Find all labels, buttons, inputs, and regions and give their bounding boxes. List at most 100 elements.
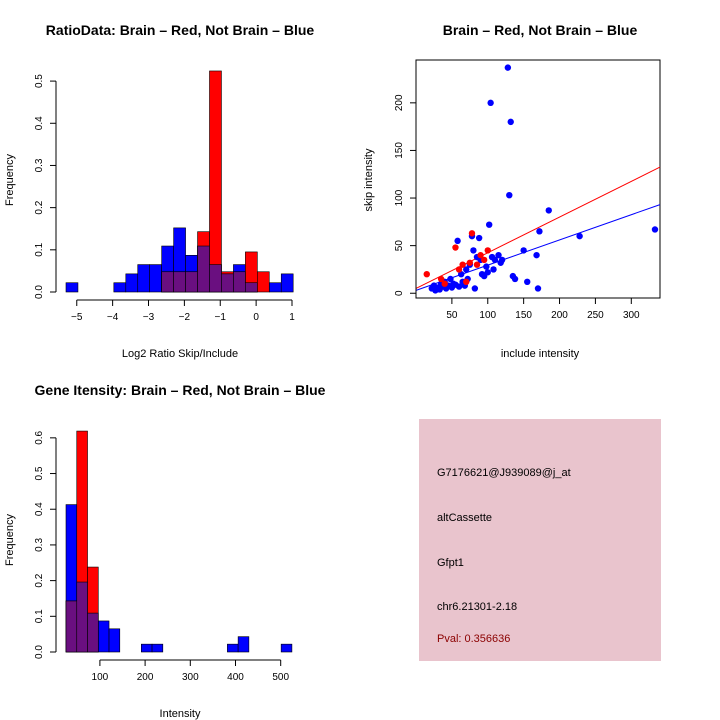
scatter-point-red: [459, 261, 466, 268]
scatter-point-blue: [533, 251, 540, 259]
ratio-histogram-x-tick-label: 1: [289, 312, 295, 323]
scatter-point-blue: [495, 251, 502, 259]
intensity-histogram-x-tick-label: 200: [137, 672, 154, 683]
intensity-histogram-y-tick-label: 0.5: [34, 466, 45, 480]
intensity-histogram-bar-overlap: [65, 600, 78, 653]
ratio-histogram-x-tick-label: −3: [143, 312, 155, 323]
gene-name: Gfpt1: [437, 557, 464, 569]
scatter-point-blue: [536, 228, 543, 235]
intensity-histogram-bar-not-brain: [108, 628, 121, 653]
ratio-histogram-bar-overlap: [173, 271, 186, 293]
scatter-point-blue: [498, 256, 506, 264]
ratio-histogram-bar-overlap: [161, 271, 174, 293]
scatter-plot-box: [415, 59, 661, 299]
scatter-point-red: [423, 271, 430, 278]
scatter-title: Brain – Red, Not Brain – Blue: [443, 22, 638, 38]
ratio-histogram-bar-brain: [257, 271, 270, 293]
genomic-location: chr6.21301-2.18: [437, 601, 517, 613]
intensity-histogram-bar-overlap: [87, 612, 99, 653]
ratio-histogram-bar-not-brain: [125, 273, 139, 293]
scatter-point-red: [468, 230, 476, 237]
intensity-histogram-bar-not-brain: [280, 643, 293, 653]
scatter-point-blue: [475, 234, 483, 242]
ratio-histogram-bar-overlap: [221, 273, 234, 293]
fit-line-red: [415, 166, 661, 289]
scatter-point-red: [452, 244, 459, 251]
intensity-histogram-bar-not-brain: [141, 643, 153, 653]
scatter-y-tick-label: 50: [394, 240, 405, 252]
ratio-histogram-bar-not-brain: [280, 273, 294, 293]
scatter-x-tick-label: 250: [587, 310, 604, 321]
scatter-point-blue: [651, 226, 659, 233]
scatter-y-tick-label: 100: [394, 189, 405, 206]
ratio-histogram-axes: −5 −4 −3 −2 −1 0 1 0.0 0.1 0.2 0.3 0.4 0.5: [34, 74, 295, 323]
scatter-panel: Brain – Red, Not Brain – Blue include in…: [363, 22, 661, 360]
scatter-point-blue: [447, 275, 454, 283]
scatter-x-tick-label: 200: [551, 310, 568, 321]
scatter-point-blue: [511, 275, 519, 283]
scatter-point-blue: [504, 64, 512, 71]
intensity-histogram-bar-not-brain: [151, 643, 164, 653]
ratio-histogram-bar-not-brain: [65, 282, 79, 293]
ratio-histogram-panel: RatioData: Brain – Red, Not Brain – Blue…: [4, 22, 314, 360]
scatter-point-blue: [545, 207, 552, 214]
scatter-point-red: [477, 251, 484, 259]
intensity-histogram-y-tick-label: 0.2: [34, 573, 45, 587]
scatter-point-blue: [484, 269, 491, 276]
scatter-point-blue: [458, 271, 465, 278]
ratio-histogram-x-tick-label: 0: [253, 312, 259, 323]
intensity-histogram-bar-overlap: [76, 581, 88, 653]
scatter-x-tick-label: 300: [623, 310, 640, 321]
ratio-histogram-x-tick-label: −4: [107, 312, 119, 323]
scatter-point-blue: [507, 118, 514, 126]
ratio-histogram-y-tick-label: 0.5: [34, 74, 45, 88]
scatter-y-tick-label: 0: [394, 290, 405, 296]
scatter-y-tick-label: 200: [394, 94, 405, 111]
scatter-xlabel: include intensity: [501, 348, 580, 360]
scatter-point-blue: [524, 278, 531, 286]
intensity-histogram-x-tick-label: 400: [227, 672, 244, 683]
intensity-histogram-x-tick-label: 300: [182, 672, 199, 683]
scatter-y-tick-label: 150: [394, 142, 405, 159]
intensity-histogram-y-tick-label: 0.4: [34, 502, 45, 516]
intensity-histogram-x-tick-label: 100: [92, 672, 109, 683]
ratio-histogram-bar-overlap: [197, 245, 210, 293]
scatter-point-red: [473, 261, 481, 268]
scatter-point-blue: [534, 285, 542, 292]
fit-line-blue: [415, 204, 661, 291]
intensity-histogram-xlabel: Intensity: [160, 708, 201, 720]
ratio-histogram-ylabel: Frequency: [4, 154, 16, 206]
ratio-histogram-bar-overlap: [245, 282, 258, 293]
scatter-point-blue: [486, 221, 493, 228]
scatter-point-blue: [483, 263, 490, 270]
intensity-histogram-bar-not-brain: [237, 636, 250, 653]
scatter-point-blue: [455, 283, 463, 290]
ratio-histogram-xlabel: Log2 Ratio Skip/Include: [122, 348, 238, 360]
scatter-point-blue: [520, 247, 527, 254]
ratio-histogram-bar-overlap: [185, 271, 198, 293]
intensity-histogram-y-tick-label: 0.6: [34, 430, 45, 444]
scatter-point-red: [455, 266, 463, 273]
ratio-histogram-bar-overlap: [209, 264, 222, 293]
probe-id: G7176621@J939089@j_at: [437, 467, 571, 479]
intensity-histogram-x-tick-label: 500: [272, 672, 289, 683]
intensity-histogram-title: Gene Itensity: Brain – Red, Not Brain – …: [35, 382, 326, 398]
event-type: altCassette: [437, 512, 492, 524]
ratio-histogram-y-tick-label: 0.4: [34, 116, 45, 130]
scatter-point-blue: [471, 285, 479, 292]
scatter-x-tick-label: 100: [479, 310, 496, 321]
scatter-point-blue: [490, 266, 497, 273]
scatter-ylabel: skip intensity: [363, 148, 375, 211]
scatter-point-red: [463, 278, 470, 286]
p-value: Pval: 0.356636: [437, 633, 510, 645]
scatter-point-red: [466, 259, 474, 266]
info-box: [419, 419, 661, 661]
ratio-histogram-bar-brain: [209, 70, 222, 293]
scatter-point-blue: [487, 99, 494, 107]
ratio-histogram-bar-not-brain: [268, 282, 282, 293]
scatter-point-red: [480, 256, 488, 264]
intensity-histogram-panel: Gene Itensity: Brain – Red, Not Brain – …: [4, 382, 326, 720]
scatter-points: [423, 64, 659, 294]
scatter-x-tick-label: 50: [446, 310, 458, 321]
